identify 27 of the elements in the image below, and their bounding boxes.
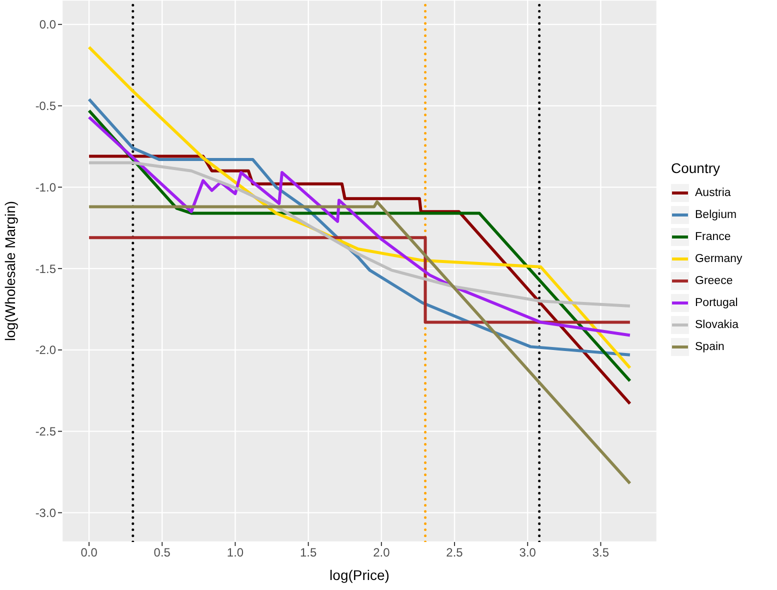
legend-label: Austria [695,187,731,199]
y-tick-label: 0.0 [39,18,56,32]
legend-label: Slovakia [695,319,738,331]
y-tick-label: -0.5 [35,99,56,114]
x-tick-label: 1.0 [226,546,244,560]
y-tick-label: -1.5 [35,262,56,276]
x-tick-label: 1.5 [300,546,317,560]
legend-label: Belgium [695,209,737,221]
legend-label: Germany [695,253,742,265]
line-series [88,161,632,308]
y-tick-label: -1.0 [35,180,56,194]
y-tick-label: -2.0 [35,343,56,358]
x-tick-label: 0.0 [80,546,98,560]
y-tick-label: -2.5 [35,424,56,439]
x-tick-label: 2.0 [373,546,390,560]
x-axis-title: log(Price) [330,567,390,583]
x-tick-label: 0.5 [154,546,171,560]
x-tick-label: 3.0 [519,546,536,560]
legend-label: Spain [695,341,724,353]
legend-label: France [695,231,731,243]
legend-label: Portugal [695,297,738,309]
y-tick-label: -3.0 [35,506,56,520]
y-axis-title: log(Wholesale Margin) [2,200,18,342]
x-tick-label: 3.5 [592,546,610,560]
legend-label: Greece [695,275,733,287]
legend-title: Country [671,160,722,176]
x-tick-label: 2.5 [446,546,464,560]
